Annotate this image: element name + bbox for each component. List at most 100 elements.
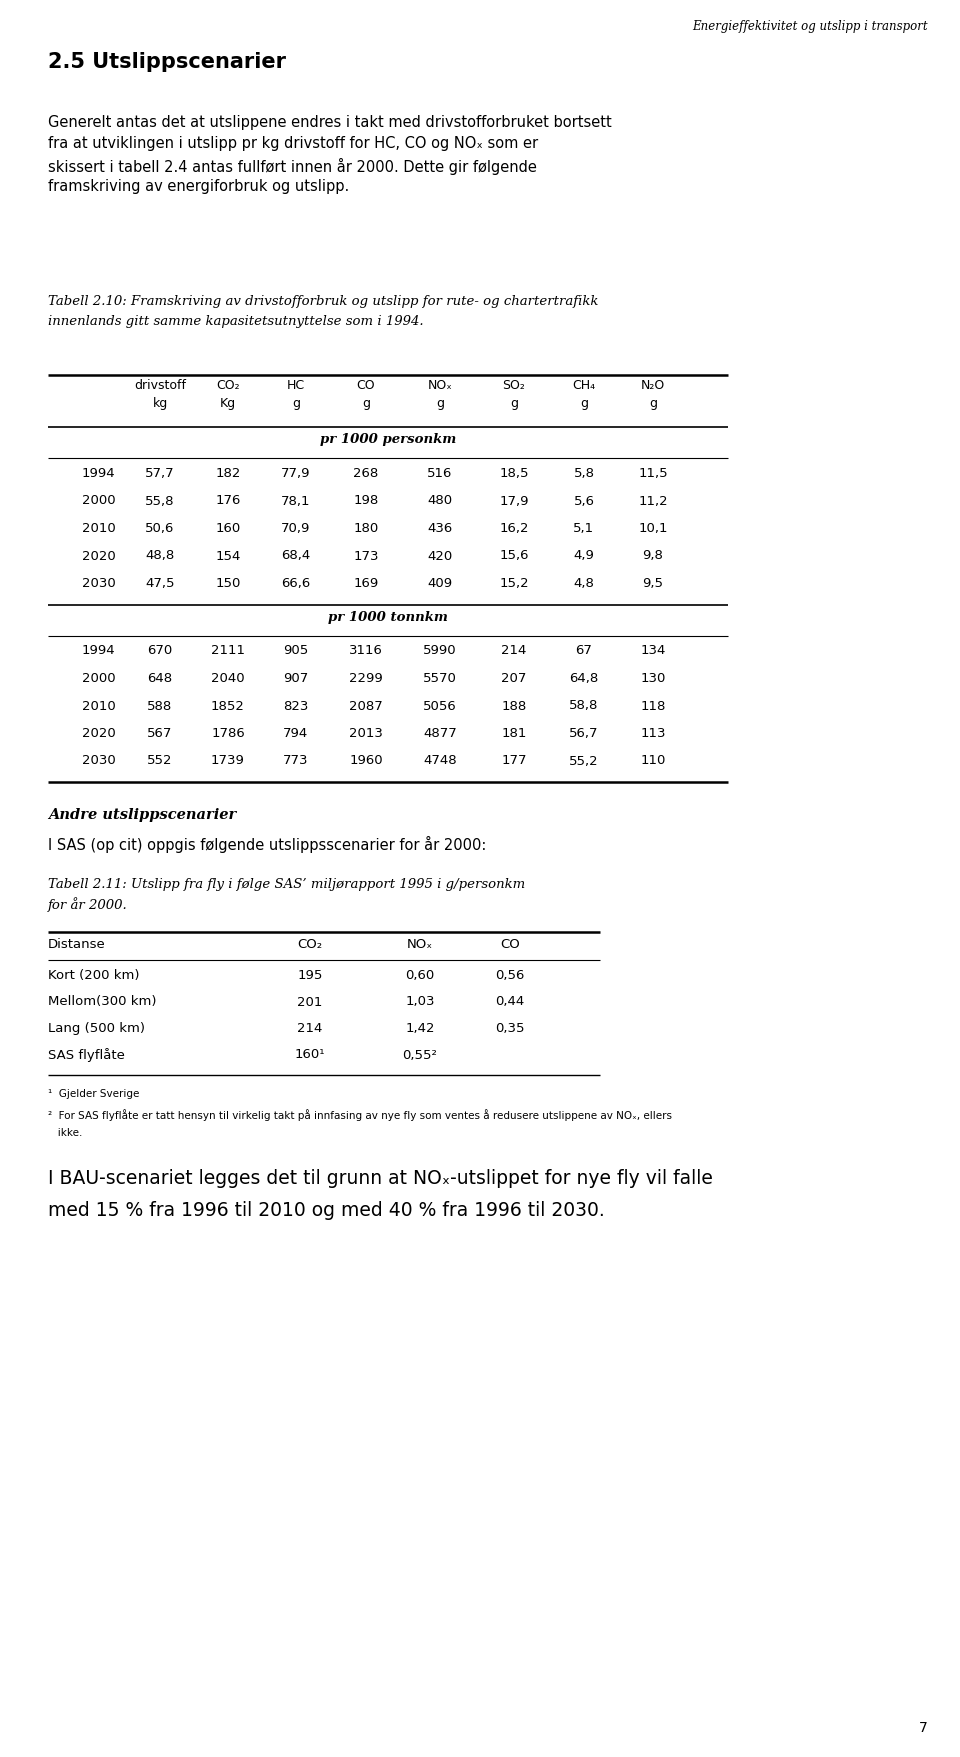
Text: 11,5: 11,5 (638, 467, 668, 480)
Text: Tabell 2.10: Framskriving av drivstofforbruk og utslipp for rute- og chartertraf: Tabell 2.10: Framskriving av drivstoffor… (48, 295, 598, 307)
Text: 180: 180 (353, 522, 378, 534)
Text: 11,2: 11,2 (638, 494, 668, 508)
Text: 823: 823 (283, 699, 309, 713)
Text: 4,8: 4,8 (573, 576, 594, 590)
Text: NOₓ: NOₓ (407, 938, 433, 951)
Text: 0,56: 0,56 (495, 970, 525, 982)
Text: 268: 268 (353, 467, 378, 480)
Text: NOₓ: NOₓ (427, 380, 452, 392)
Text: 64,8: 64,8 (569, 671, 599, 685)
Text: 2087: 2087 (349, 699, 383, 713)
Text: 420: 420 (427, 550, 452, 562)
Text: 1960: 1960 (349, 754, 383, 768)
Text: 15,6: 15,6 (499, 550, 529, 562)
Text: 70,9: 70,9 (281, 522, 311, 534)
Text: 47,5: 47,5 (145, 576, 175, 590)
Text: 150: 150 (215, 576, 241, 590)
Text: 648: 648 (148, 671, 173, 685)
Text: N₂O: N₂O (641, 380, 665, 392)
Text: 4748: 4748 (423, 754, 457, 768)
Text: Kg: Kg (220, 397, 236, 409)
Text: 2010: 2010 (82, 522, 116, 534)
Text: 4,9: 4,9 (573, 550, 594, 562)
Text: Generelt antas det at utslippene endres i takt med drivstofforbruket bortsett: Generelt antas det at utslippene endres … (48, 114, 612, 130)
Text: 134: 134 (640, 645, 665, 657)
Text: 5990: 5990 (423, 645, 457, 657)
Text: 2030: 2030 (82, 576, 116, 590)
Text: 5,6: 5,6 (573, 494, 594, 508)
Text: 7: 7 (920, 1722, 928, 1734)
Text: Tabell 2.11: Utslipp fra fly i følge SAS’ miljørapport 1995 i g/personkm: Tabell 2.11: Utslipp fra fly i følge SAS… (48, 878, 525, 891)
Text: 3116: 3116 (349, 645, 383, 657)
Text: 154: 154 (215, 550, 241, 562)
Text: 5,1: 5,1 (573, 522, 594, 534)
Text: I SAS (op cit) oppgis følgende utslippsscenarier for år 2000:: I SAS (op cit) oppgis følgende utslippss… (48, 836, 487, 852)
Text: 2111: 2111 (211, 645, 245, 657)
Text: 480: 480 (427, 494, 452, 508)
Text: 50,6: 50,6 (145, 522, 175, 534)
Text: 198: 198 (353, 494, 378, 508)
Text: 773: 773 (283, 754, 309, 768)
Text: framskriving av energiforbruk og utslipp.: framskriving av energiforbruk og utslipp… (48, 179, 349, 195)
Text: 2020: 2020 (82, 550, 116, 562)
Text: 201: 201 (298, 996, 323, 1009)
Text: 78,1: 78,1 (281, 494, 311, 508)
Text: 58,8: 58,8 (569, 699, 599, 713)
Text: 567: 567 (147, 727, 173, 740)
Text: 2.5 Utslippscenarier: 2.5 Utslippscenarier (48, 53, 286, 72)
Text: 57,7: 57,7 (145, 467, 175, 480)
Text: 0,35: 0,35 (495, 1023, 525, 1035)
Text: 0,60: 0,60 (405, 970, 435, 982)
Text: drivstoff: drivstoff (134, 380, 186, 392)
Text: med 15 % fra 1996 til 2010 og med 40 % fra 1996 til 2030.: med 15 % fra 1996 til 2010 og med 40 % f… (48, 1202, 605, 1219)
Text: Distanse: Distanse (48, 938, 106, 951)
Text: 10,1: 10,1 (638, 522, 668, 534)
Text: 214: 214 (298, 1023, 323, 1035)
Text: Energieffektivitet og utslipp i transport: Energieffektivitet og utslipp i transpor… (692, 19, 928, 33)
Text: Lang (500 km): Lang (500 km) (48, 1023, 145, 1035)
Text: Kort (200 km): Kort (200 km) (48, 970, 139, 982)
Text: 9,8: 9,8 (642, 550, 663, 562)
Text: 5,8: 5,8 (573, 467, 594, 480)
Text: 4877: 4877 (423, 727, 457, 740)
Text: 177: 177 (501, 754, 527, 768)
Text: 907: 907 (283, 671, 308, 685)
Text: ikke.: ikke. (48, 1128, 83, 1139)
Text: 2013: 2013 (349, 727, 383, 740)
Text: 18,5: 18,5 (499, 467, 529, 480)
Text: HC: HC (287, 380, 305, 392)
Text: CO₂: CO₂ (298, 938, 323, 951)
Text: 516: 516 (427, 467, 453, 480)
Text: 9,5: 9,5 (642, 576, 663, 590)
Text: 5056: 5056 (423, 699, 457, 713)
Text: 1786: 1786 (211, 727, 245, 740)
Text: 110: 110 (640, 754, 665, 768)
Text: SAS flyflåte: SAS flyflåte (48, 1049, 125, 1063)
Text: g: g (649, 397, 657, 409)
Text: ²  For SAS flyflåte er tatt hensyn til virkelig takt på innfasing av nye fly som: ² For SAS flyflåte er tatt hensyn til vi… (48, 1109, 672, 1121)
Text: 794: 794 (283, 727, 308, 740)
Text: 173: 173 (353, 550, 379, 562)
Text: g: g (580, 397, 588, 409)
Text: 195: 195 (298, 970, 323, 982)
Text: 160¹: 160¹ (295, 1049, 325, 1061)
Text: g: g (436, 397, 444, 409)
Text: 68,4: 68,4 (281, 550, 311, 562)
Text: 56,7: 56,7 (569, 727, 599, 740)
Text: innenlands gitt samme kapasitetsutnyttelse som i 1994.: innenlands gitt samme kapasitetsutnyttel… (48, 315, 423, 327)
Text: 2010: 2010 (82, 699, 116, 713)
Text: 2020: 2020 (82, 727, 116, 740)
Text: 113: 113 (640, 727, 665, 740)
Text: 182: 182 (215, 467, 241, 480)
Text: 160: 160 (215, 522, 241, 534)
Text: Mellom(300 km): Mellom(300 km) (48, 996, 156, 1009)
Text: 2299: 2299 (349, 671, 383, 685)
Text: g: g (510, 397, 518, 409)
Text: 207: 207 (501, 671, 527, 685)
Text: pr 1000 tonnkm: pr 1000 tonnkm (328, 610, 448, 624)
Text: 188: 188 (501, 699, 527, 713)
Text: Andre utslippscenarier: Andre utslippscenarier (48, 808, 236, 822)
Text: 48,8: 48,8 (145, 550, 175, 562)
Text: CO₂: CO₂ (216, 380, 240, 392)
Text: 409: 409 (427, 576, 452, 590)
